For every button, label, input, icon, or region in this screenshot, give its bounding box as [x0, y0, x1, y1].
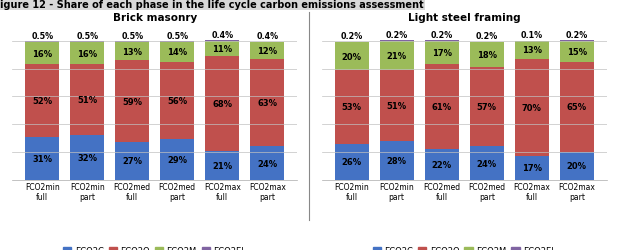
Bar — [160, 140, 194, 180]
Text: 13%: 13% — [522, 46, 542, 55]
Text: 22%: 22% — [431, 160, 452, 169]
Text: 0.2%: 0.2% — [386, 31, 408, 40]
Text: 61%: 61% — [431, 103, 452, 112]
Title: Light steel framing: Light steel framing — [408, 13, 521, 23]
Text: 24%: 24% — [258, 159, 277, 168]
Bar — [560, 41, 594, 42]
Text: 24%: 24% — [477, 159, 497, 168]
Text: 13%: 13% — [122, 48, 142, 56]
Bar — [115, 61, 149, 143]
Text: 70%: 70% — [522, 104, 542, 112]
Bar — [425, 42, 459, 65]
Text: 51%: 51% — [77, 96, 97, 105]
Bar — [425, 150, 459, 180]
Text: 17%: 17% — [431, 49, 452, 58]
Text: 0.4%: 0.4% — [256, 32, 279, 41]
Text: 0.2%: 0.2% — [431, 31, 453, 40]
Bar — [251, 60, 284, 147]
Bar — [560, 62, 594, 152]
Bar — [515, 60, 548, 156]
Text: igure 12 - Share of each phase in the life cycle carbon emissions assessment: igure 12 - Share of each phase in the li… — [0, 0, 423, 10]
Text: 0.5%: 0.5% — [31, 32, 53, 41]
Bar — [25, 43, 59, 65]
Bar — [335, 71, 368, 144]
Bar — [206, 151, 239, 180]
Bar — [380, 41, 413, 42]
Text: 52%: 52% — [32, 97, 52, 106]
Bar — [380, 71, 413, 141]
Bar — [115, 42, 149, 43]
Text: 18%: 18% — [477, 51, 497, 60]
Text: 12%: 12% — [258, 47, 277, 56]
Text: 14%: 14% — [167, 48, 188, 57]
Text: 15%: 15% — [567, 48, 587, 56]
Bar — [71, 43, 104, 65]
Legend: ECO2C, ECO2O, ECO2M, ECO2EL: ECO2C, ECO2O, ECO2M, ECO2EL — [60, 243, 249, 250]
Bar — [380, 42, 413, 71]
Bar — [425, 65, 459, 150]
Bar — [515, 42, 548, 60]
Text: 29%: 29% — [167, 156, 188, 164]
Bar — [470, 43, 504, 68]
Text: 0.1%: 0.1% — [521, 31, 543, 40]
Text: 20%: 20% — [567, 162, 587, 171]
Bar — [25, 137, 59, 180]
Text: 59%: 59% — [122, 97, 142, 106]
Text: 20%: 20% — [342, 52, 361, 61]
Bar — [515, 156, 548, 180]
Text: 0.5%: 0.5% — [121, 32, 144, 41]
Text: 51%: 51% — [387, 102, 407, 110]
Bar — [470, 147, 504, 180]
Text: 17%: 17% — [522, 164, 542, 173]
Bar — [25, 65, 59, 137]
Bar — [206, 41, 239, 42]
Title: Brick masonry: Brick masonry — [113, 13, 197, 23]
Text: 0.2%: 0.2% — [475, 32, 498, 41]
Text: 27%: 27% — [122, 157, 142, 166]
Bar — [25, 42, 59, 43]
Bar — [160, 43, 194, 62]
Text: 32%: 32% — [77, 154, 97, 162]
Bar — [560, 42, 594, 62]
Bar — [425, 41, 459, 42]
Text: 57%: 57% — [477, 103, 497, 112]
Legend: ECO2C, ECO2O, ECO2M, ECO2EL: ECO2C, ECO2O, ECO2M, ECO2EL — [370, 243, 559, 250]
Text: 21%: 21% — [387, 52, 407, 60]
Text: 56%: 56% — [167, 97, 188, 106]
Bar — [206, 57, 239, 151]
Bar — [251, 147, 284, 180]
Text: 0.4%: 0.4% — [211, 31, 233, 40]
Text: 53%: 53% — [342, 103, 361, 112]
Bar — [115, 43, 149, 61]
Text: 16%: 16% — [32, 50, 52, 58]
Bar — [115, 143, 149, 180]
Bar — [335, 144, 368, 180]
Bar — [380, 141, 413, 180]
Text: 65%: 65% — [567, 103, 587, 112]
Text: 0.2%: 0.2% — [340, 32, 363, 41]
Text: 0.5%: 0.5% — [76, 32, 98, 41]
Bar — [160, 62, 194, 140]
Text: 28%: 28% — [387, 156, 407, 165]
Text: 16%: 16% — [77, 50, 97, 58]
Text: 21%: 21% — [212, 161, 232, 170]
Bar — [560, 152, 594, 180]
Text: 68%: 68% — [212, 100, 232, 108]
Bar — [251, 42, 284, 43]
Text: 63%: 63% — [258, 99, 277, 108]
Bar — [71, 136, 104, 180]
Bar — [251, 43, 284, 60]
Bar — [335, 43, 368, 71]
Text: 26%: 26% — [342, 158, 361, 166]
Bar — [71, 65, 104, 136]
Bar — [160, 42, 194, 43]
Bar — [71, 42, 104, 43]
Bar — [470, 68, 504, 147]
Bar — [206, 42, 239, 57]
Text: 0.2%: 0.2% — [566, 31, 588, 40]
Text: 31%: 31% — [32, 154, 52, 163]
Text: 11%: 11% — [212, 45, 232, 54]
Text: 0.5%: 0.5% — [166, 32, 188, 41]
